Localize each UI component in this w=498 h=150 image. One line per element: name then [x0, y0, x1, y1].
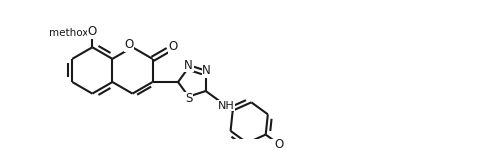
- Text: N: N: [202, 64, 211, 77]
- Text: N: N: [184, 59, 193, 72]
- Text: O: O: [88, 26, 97, 39]
- Text: S: S: [185, 92, 192, 105]
- Text: methoxy: methoxy: [49, 28, 94, 38]
- Text: O: O: [274, 138, 284, 150]
- Text: NH: NH: [218, 101, 235, 111]
- Text: O: O: [124, 38, 133, 51]
- Text: O: O: [169, 40, 178, 53]
- Text: O: O: [88, 25, 97, 38]
